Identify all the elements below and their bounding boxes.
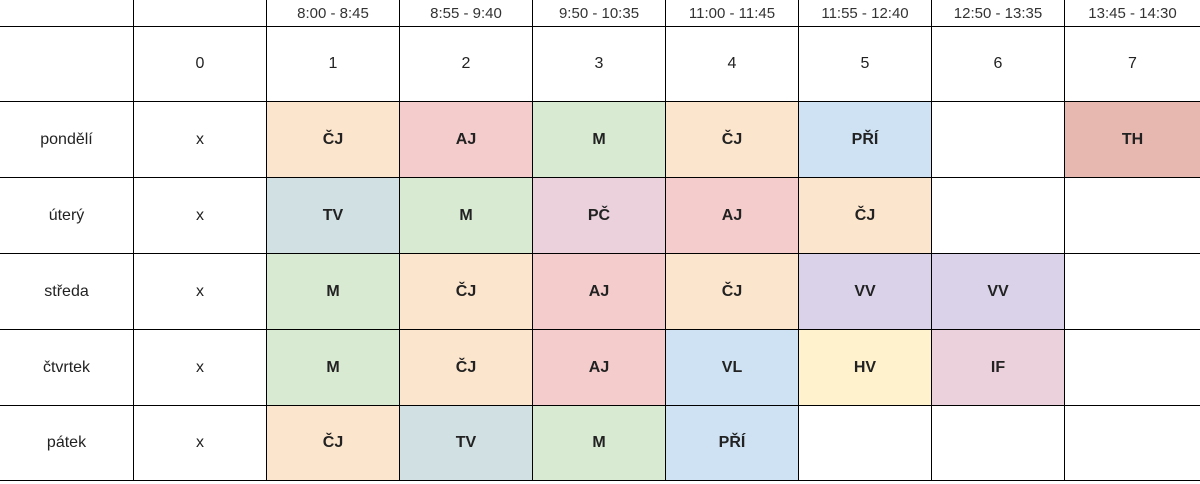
empty-lesson-cell[interactable] — [1064, 405, 1200, 481]
empty-lesson-cell[interactable] — [931, 405, 1065, 481]
corner-cell[interactable] — [0, 0, 134, 27]
lesson-time-1[interactable]: 8:00 - 8:45 — [266, 0, 400, 27]
lesson-cell[interactable]: ČJ — [665, 101, 799, 178]
lesson-cell[interactable]: AJ — [532, 253, 666, 330]
lesson-number-6[interactable]: 6 — [931, 26, 1065, 102]
lesson-number-7[interactable]: 7 — [1064, 26, 1200, 102]
day-label[interactable]: čtvrtek — [0, 329, 134, 406]
lesson-cell[interactable]: TV — [399, 405, 533, 481]
day-label[interactable]: úterý — [0, 177, 134, 254]
lesson-number-5[interactable]: 5 — [798, 26, 932, 102]
lesson-cell[interactable]: AJ — [665, 177, 799, 254]
lesson-cell[interactable]: PŘÍ — [798, 101, 932, 178]
lesson-cell[interactable]: AJ — [532, 329, 666, 406]
lesson-number-1[interactable]: 1 — [266, 26, 400, 102]
lesson-0-mark[interactable]: x — [133, 253, 267, 330]
lesson-number-3[interactable]: 3 — [532, 26, 666, 102]
lesson-cell[interactable]: TV — [266, 177, 400, 254]
lesson-cell[interactable]: M — [532, 405, 666, 481]
day-row: středa x M ČJ AJ ČJ VV VV — [0, 253, 1200, 330]
empty-lesson-cell[interactable] — [931, 177, 1065, 254]
day-label[interactable]: středa — [0, 253, 134, 330]
lesson-cell[interactable]: ČJ — [266, 405, 400, 481]
day-label[interactable]: pátek — [0, 405, 134, 481]
lesson-number-0[interactable]: 0 — [133, 26, 267, 102]
lesson-0-mark[interactable]: x — [133, 177, 267, 254]
lesson-numbers-row: 0 1 2 3 4 5 6 7 — [0, 26, 1200, 102]
lesson-0-mark[interactable]: x — [133, 329, 267, 406]
day-label[interactable]: pondělí — [0, 101, 134, 178]
lesson-time-6[interactable]: 12:50 - 13:35 — [931, 0, 1065, 27]
lesson-time-2[interactable]: 8:55 - 9:40 — [399, 0, 533, 27]
lesson-0-mark[interactable]: x — [133, 101, 267, 178]
lesson-cell[interactable]: AJ — [399, 101, 533, 178]
empty-lesson-cell[interactable] — [798, 405, 932, 481]
day-row: čtvrtek x M ČJ AJ VL HV IF — [0, 329, 1200, 406]
lesson-cell[interactable]: VV — [798, 253, 932, 330]
lesson-cell[interactable]: ČJ — [266, 101, 400, 178]
lesson-cell[interactable]: PČ — [532, 177, 666, 254]
zero-time-cell[interactable] — [133, 0, 267, 27]
day-row: úterý x TV M PČ AJ ČJ — [0, 177, 1200, 254]
lesson-cell[interactable]: VV — [931, 253, 1065, 330]
lesson-cell[interactable]: PŘÍ — [665, 405, 799, 481]
lesson-cell[interactable]: HV — [798, 329, 932, 406]
lesson-time-3[interactable]: 9:50 - 10:35 — [532, 0, 666, 27]
empty-lesson-cell[interactable] — [1064, 177, 1200, 254]
day-row: pátek x ČJ TV M PŘÍ — [0, 405, 1200, 481]
lesson-number-4[interactable]: 4 — [665, 26, 799, 102]
lesson-cell[interactable]: ČJ — [399, 329, 533, 406]
lesson-number-2[interactable]: 2 — [399, 26, 533, 102]
lesson-time-7[interactable]: 13:45 - 14:30 — [1064, 0, 1200, 27]
lesson-0-mark[interactable]: x — [133, 405, 267, 481]
corner-cell-numbers[interactable] — [0, 26, 134, 102]
lesson-cell[interactable]: M — [532, 101, 666, 178]
lesson-cell[interactable]: M — [266, 253, 400, 330]
lesson-time-5[interactable]: 11:55 - 12:40 — [798, 0, 932, 27]
lesson-cell[interactable]: ČJ — [665, 253, 799, 330]
lesson-cell[interactable]: TH — [1064, 101, 1200, 178]
lesson-cell[interactable]: VL — [665, 329, 799, 406]
lesson-time-4[interactable]: 11:00 - 11:45 — [665, 0, 799, 27]
day-row: pondělí x ČJ AJ M ČJ PŘÍ TH — [0, 101, 1200, 178]
lesson-cell[interactable]: M — [266, 329, 400, 406]
empty-lesson-cell[interactable] — [1064, 253, 1200, 330]
lesson-cell[interactable]: ČJ — [798, 177, 932, 254]
lesson-cell[interactable]: M — [399, 177, 533, 254]
empty-lesson-cell[interactable] — [1064, 329, 1200, 406]
empty-lesson-cell[interactable] — [931, 101, 1065, 178]
lesson-times-row: 8:00 - 8:45 8:55 - 9:40 9:50 - 10:35 11:… — [0, 0, 1200, 27]
lesson-cell[interactable]: ČJ — [399, 253, 533, 330]
lesson-cell[interactable]: IF — [931, 329, 1065, 406]
